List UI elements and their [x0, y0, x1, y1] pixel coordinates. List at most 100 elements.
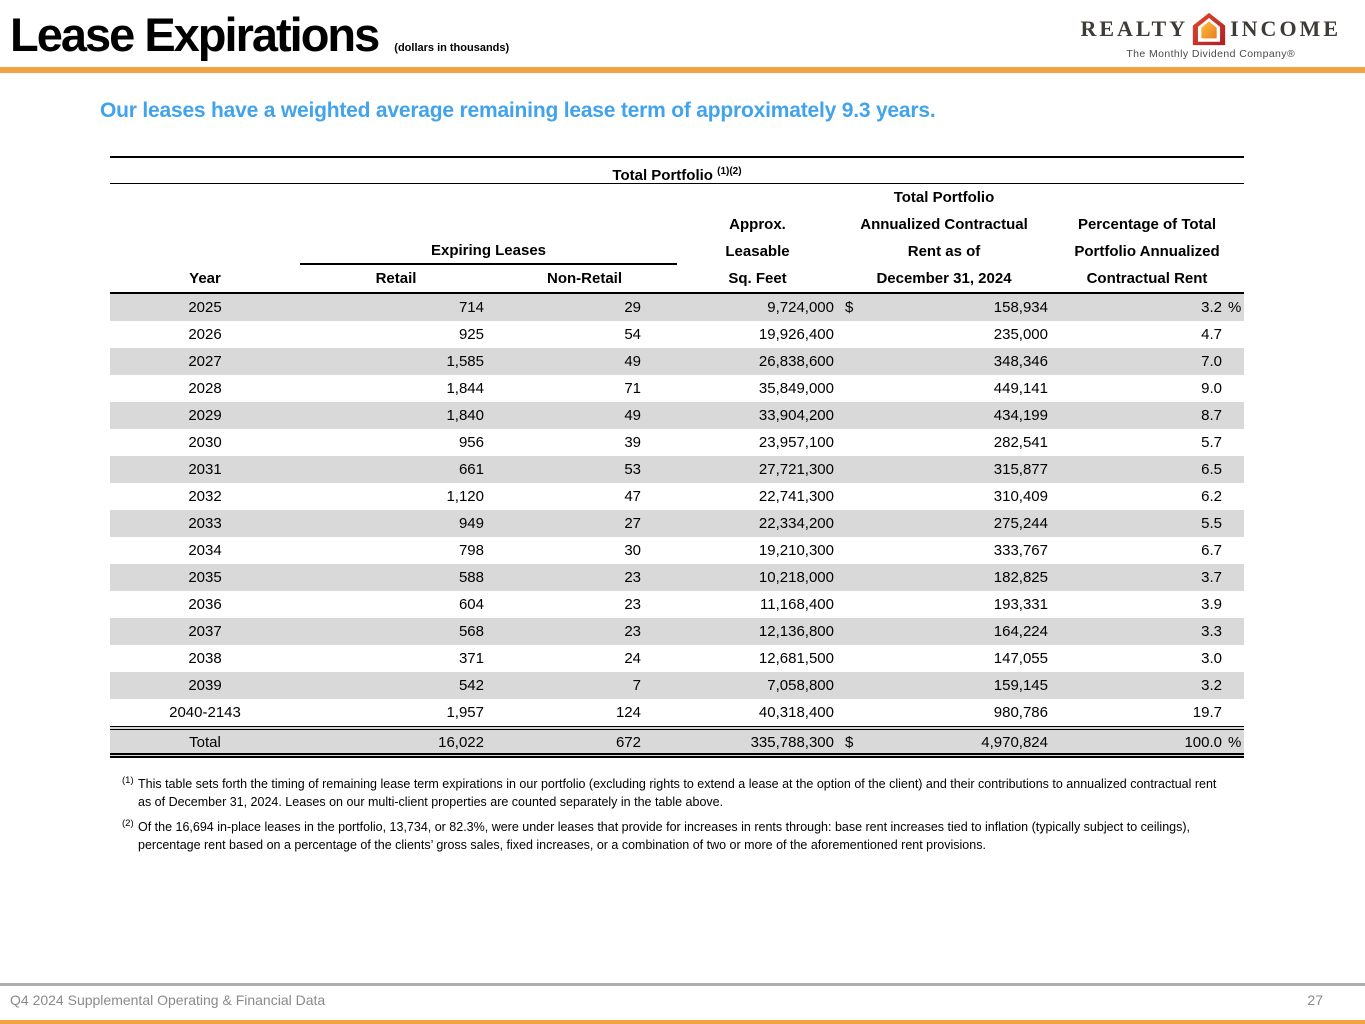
expiring-leases-group-label: Expiring Leases [300, 238, 677, 265]
cell-nonretail: 672 [615, 734, 641, 751]
cell-sqft: 9,724,000 [767, 299, 834, 316]
cell-rent: 310,409 [993, 488, 1048, 505]
table-row: 2030 956 39 23,957,100 282,541 5.7 [110, 429, 1244, 456]
cell-year: 2030 [188, 434, 222, 451]
cell-sqft: 33,904,200 [758, 407, 834, 424]
cell-rent: 275,244 [993, 515, 1048, 532]
cell-dollar [838, 375, 860, 402]
cell-year: 2031 [188, 461, 222, 478]
table-header: Year Expiring Leases Retail Non-Retail A… [110, 184, 1244, 294]
cell-pctsign [1222, 591, 1244, 618]
table-caption-text: Total Portfolio [612, 167, 713, 184]
cell-sqft: 26,838,600 [758, 353, 834, 370]
table-caption: Total Portfolio (1)(2) [110, 156, 1244, 184]
cell-dollar [838, 672, 860, 699]
cell-pctsign [1222, 510, 1244, 537]
cell-nonretail: 71 [624, 380, 641, 397]
table-row: 2032 1,120 47 22,741,300 310,409 6.2 [110, 483, 1244, 510]
cell-dollar [838, 564, 860, 591]
cell-sqft: 22,741,300 [758, 488, 834, 505]
cell-pctsign [1222, 564, 1244, 591]
cell-sqft: 35,849,000 [758, 380, 834, 397]
footer-rule [0, 983, 1365, 986]
cell-sqft: 12,681,500 [758, 650, 834, 667]
cell-sqft: 7,058,800 [767, 677, 834, 694]
logo-word-income: INCOME [1230, 16, 1341, 41]
cell-nonretail: 47 [624, 488, 641, 505]
cell-sqft: 335,788,300 [750, 734, 834, 751]
col-header-annualized-rent: Total Portfolio Annualized Contractual R… [860, 189, 1028, 287]
cell-rent: 164,224 [993, 623, 1048, 640]
lease-expirations-table: Total Portfolio (1)(2) Year Expiring Lea… [110, 156, 1244, 758]
cell-pctsign: % [1228, 734, 1242, 751]
cell-rent: 182,825 [993, 569, 1048, 586]
cell-dollar [838, 699, 860, 726]
cell-pct: 5.5 [1201, 515, 1222, 532]
cell-pct: 3.3 [1201, 623, 1222, 640]
cell-pctsign [1222, 672, 1244, 699]
cell-pctsign: % [1228, 299, 1242, 316]
cell-retail: 371 [458, 650, 484, 667]
cell-dollar [838, 510, 860, 537]
cell-rent: 348,346 [993, 353, 1048, 370]
footnotes: (1) This table sets forth the timing of … [122, 775, 1230, 861]
cell-retail: 661 [458, 461, 484, 478]
cell-dollar [838, 645, 860, 672]
cell-pct: 8.7 [1201, 407, 1222, 424]
footnote-2-text: Of the 16,694 in-place leases in the por… [138, 820, 1190, 852]
cell-nonretail: 29 [624, 299, 641, 316]
footnote-1-text: This table sets forth the timing of rema… [138, 777, 1217, 809]
footnote-1: (1) This table sets forth the timing of … [122, 775, 1230, 811]
cell-sqft: 19,210,300 [758, 542, 834, 559]
cell-rent: 980,786 [993, 704, 1048, 721]
cell-retail: 714 [458, 299, 484, 316]
cell-dollar [838, 321, 860, 348]
cell-dollar [838, 483, 860, 510]
cell-nonretail: 54 [624, 326, 641, 343]
cell-retail: 604 [458, 596, 484, 613]
cell-pct: 9.0 [1201, 380, 1222, 397]
cell-sqft: 23,957,100 [758, 434, 834, 451]
cell-rent: 147,055 [993, 650, 1048, 667]
cell-pct: 3.9 [1201, 596, 1222, 613]
header-accent-rule [0, 67, 1365, 73]
cell-rent: 333,767 [993, 542, 1048, 559]
cell-nonretail: 39 [624, 434, 641, 451]
cell-year: 2029 [188, 407, 222, 424]
table-row: 2028 1,844 71 35,849,000 449,141 9.0 [110, 375, 1244, 402]
realty-income-logo: REALTY INCOME The Monthly Dividend Compa… [1080, 12, 1341, 60]
cell-nonretail: 49 [624, 407, 641, 424]
cell-retail: 925 [458, 326, 484, 343]
cell-dollar [838, 456, 860, 483]
cell-pct: 3.7 [1201, 569, 1222, 586]
table-row: 2039 542 7 7,058,800 159,145 3.2 [110, 672, 1244, 699]
page-header: Lease Expirations (dollars in thousands) [10, 4, 509, 66]
cell-rent: 282,541 [993, 434, 1048, 451]
cell-dollar [838, 402, 860, 429]
footnote-1-marker: (1) [122, 775, 134, 786]
logo-tagline: The Monthly Dividend Company® [1126, 48, 1296, 60]
table-row: 2036 604 23 11,168,400 193,331 3.9 [110, 591, 1244, 618]
cell-nonretail: 53 [624, 461, 641, 478]
table-row: 2026 925 54 19,926,400 235,000 4.7 [110, 321, 1244, 348]
cell-pct: 6.2 [1201, 488, 1222, 505]
cell-dollar [838, 348, 860, 375]
table-row: 2027 1,585 49 26,838,600 348,346 7.0 [110, 348, 1244, 375]
table-row: 2040-2143 1,957 124 40,318,400 980,786 19.7 [110, 699, 1244, 726]
logo-wordmark: REALTY INCOME [1080, 12, 1341, 46]
table-caption-footnote-ref: (1)(2) [717, 166, 742, 177]
cell-dollar [838, 618, 860, 645]
cell-rent: 193,331 [993, 596, 1048, 613]
cell-dollar [838, 537, 860, 564]
cell-retail: 1,120 [446, 488, 484, 505]
col-header-expiring-leases-group: Expiring Leases Retail Non-Retail [300, 184, 677, 292]
table-row: 2033 949 27 22,334,200 275,244 5.5 [110, 510, 1244, 537]
cell-pctsign [1222, 348, 1244, 375]
cell-nonretail: 7 [632, 677, 641, 694]
cell-rent: 158,934 [993, 299, 1048, 316]
cell-retail: 588 [458, 569, 484, 586]
table-row: 2031 661 53 27,721,300 315,877 6.5 [110, 456, 1244, 483]
cell-retail: 542 [458, 677, 484, 694]
footer-page-number: 27 [1307, 992, 1323, 1008]
cell-year: 2026 [188, 326, 222, 343]
